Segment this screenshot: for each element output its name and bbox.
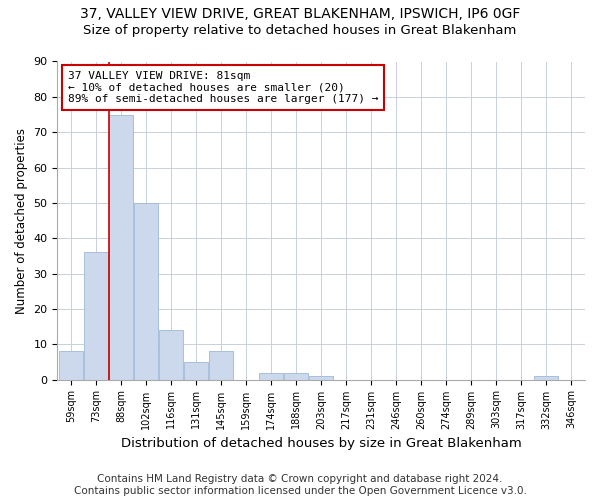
Bar xyxy=(84,252,108,380)
Text: 37 VALLEY VIEW DRIVE: 81sqm
← 10% of detached houses are smaller (20)
89% of sem: 37 VALLEY VIEW DRIVE: 81sqm ← 10% of det… xyxy=(68,71,379,104)
Bar xyxy=(259,372,283,380)
Bar xyxy=(209,352,233,380)
Text: 37, VALLEY VIEW DRIVE, GREAT BLAKENHAM, IPSWICH, IP6 0GF: 37, VALLEY VIEW DRIVE, GREAT BLAKENHAM, … xyxy=(80,8,520,22)
Bar xyxy=(310,376,333,380)
Bar xyxy=(159,330,183,380)
Bar xyxy=(284,372,308,380)
Bar xyxy=(184,362,208,380)
Text: Contains HM Land Registry data © Crown copyright and database right 2024.
Contai: Contains HM Land Registry data © Crown c… xyxy=(74,474,526,496)
Bar xyxy=(59,352,83,380)
X-axis label: Distribution of detached houses by size in Great Blakenham: Distribution of detached houses by size … xyxy=(121,437,521,450)
Text: Size of property relative to detached houses in Great Blakenham: Size of property relative to detached ho… xyxy=(83,24,517,37)
Bar xyxy=(535,376,558,380)
Bar xyxy=(109,114,133,380)
Y-axis label: Number of detached properties: Number of detached properties xyxy=(15,128,28,314)
Bar xyxy=(134,203,158,380)
